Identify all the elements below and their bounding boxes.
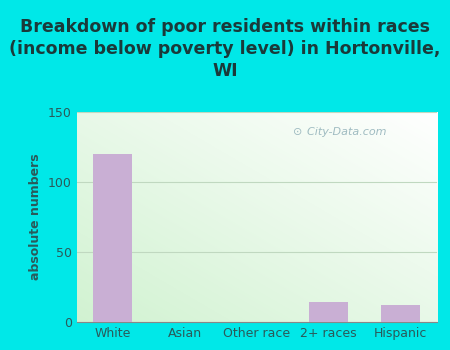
Y-axis label: absolute numbers: absolute numbers [29,154,42,280]
Text: ⊙: ⊙ [292,127,302,137]
Bar [309,302,348,322]
Bar [93,154,132,322]
Bar [381,305,420,322]
Text: City-Data.com: City-Data.com [300,127,386,137]
Text: Breakdown of poor residents within races
(income below poverty level) in Hortonv: Breakdown of poor residents within races… [9,18,441,80]
